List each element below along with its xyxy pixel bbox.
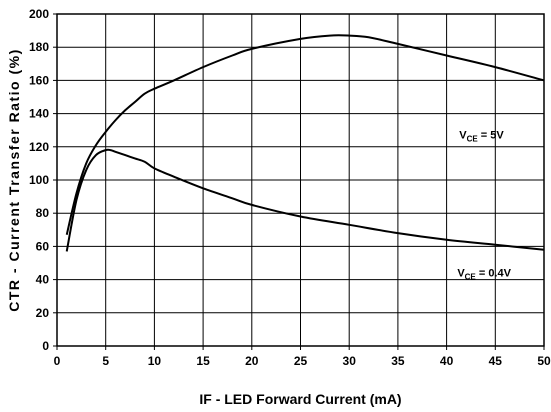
y-tick-label: 120 xyxy=(29,140,49,154)
x-tick-label: 20 xyxy=(245,354,259,368)
grid xyxy=(53,13,545,350)
y-tick-labels: 0 20 40 60 80 100 120 140 160 180 200 xyxy=(29,7,49,353)
series-vce-5v-line xyxy=(65,34,545,236)
y-tick-label: 180 xyxy=(29,40,49,54)
y-tick-label: 100 xyxy=(29,173,49,187)
x-tick-label: 0 xyxy=(54,354,61,368)
x-tick-label: 30 xyxy=(343,354,357,368)
y-tick-label: 0 xyxy=(42,339,49,353)
x-tick-label: 25 xyxy=(294,354,308,368)
y-tick-label: 200 xyxy=(29,7,49,21)
x-tick-label: 40 xyxy=(440,354,454,368)
x-tick-labels: 0 5 10 15 20 25 30 35 40 45 50 xyxy=(54,354,551,368)
y-tick-label: 140 xyxy=(29,107,49,121)
series-lines xyxy=(65,34,545,252)
x-tick-label: 5 xyxy=(102,354,109,368)
series-vce-0.4v-line xyxy=(65,148,545,252)
x-tick-label: 15 xyxy=(196,354,210,368)
x-tick-label: 45 xyxy=(489,354,503,368)
y-axis-title: CTR - Current Transfer Ratio (%) xyxy=(6,48,22,311)
y-tick-label: 20 xyxy=(36,306,50,320)
series-label-vce-5v: VCE = 5V xyxy=(459,130,504,144)
x-tick-label: 10 xyxy=(148,354,162,368)
y-tick-label: 60 xyxy=(36,239,50,253)
series-labels: VCE = 5V VCE = 0.4V xyxy=(457,130,511,282)
x-axis-title: IF - LED Forward Current (mA) xyxy=(199,391,401,407)
x-tick-label: 50 xyxy=(537,354,551,368)
y-tick-label: 160 xyxy=(29,73,49,87)
y-tick-label: 80 xyxy=(36,206,50,220)
plot-frame xyxy=(56,13,545,347)
series-label-vce-0.4v: VCE = 0.4V xyxy=(457,267,511,281)
y-tick-label: 40 xyxy=(36,273,50,287)
x-tick-label: 35 xyxy=(391,354,405,368)
